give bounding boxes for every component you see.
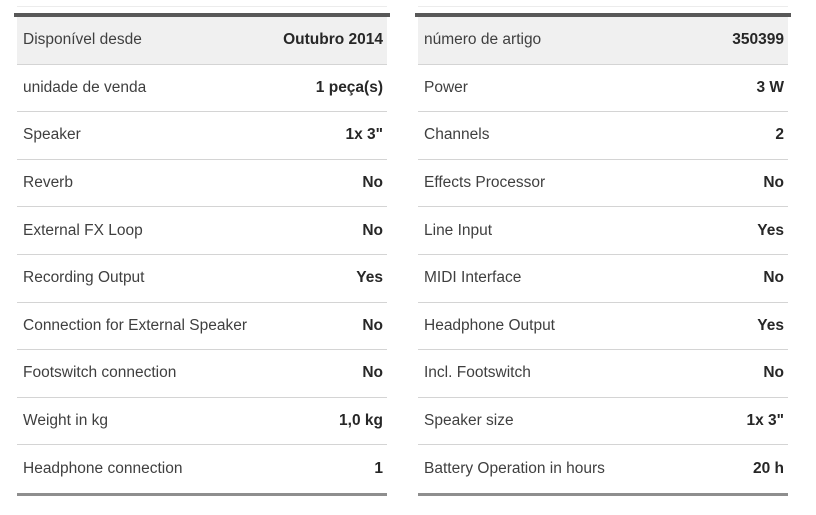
spec-label: Incl. Footswitch [424,364,531,382]
spec-value: 350399 [732,31,784,49]
spec-value: No [362,364,383,382]
spec-value: Yes [757,316,784,334]
spec-row: Channels 2 [418,112,788,160]
spec-row: Speaker 1x 3" [17,112,387,160]
spec-value: 1x 3" [746,412,784,430]
spec-label: Recording Output [23,269,145,287]
spec-label: Battery Operation in hours [424,460,605,478]
spec-value: 1 [374,460,383,478]
spec-label: Reverb [23,174,73,192]
spec-label: Channels [424,126,490,144]
spec-value: Yes [356,269,383,287]
spec-label: número de artigo [424,31,542,49]
spec-label: Headphone Output [424,316,555,334]
spec-value: No [763,174,784,192]
spec-value: 1,0 kg [339,412,383,430]
spec-value: Yes [757,221,784,239]
spec-label: External FX Loop [23,221,143,239]
spec-row: Headphone connection 1 [17,445,387,493]
table-top-edge [415,13,791,17]
spec-table-left: Disponível desde Outubro 2014 unidade de… [14,0,390,496]
spec-table: Disponível desde Outubro 2014 unidade de… [17,17,387,496]
spec-value: 1x 3" [345,126,383,144]
spec-row: Line Input Yes [418,207,788,255]
table-top-edge [14,13,390,17]
spec-label: Speaker size [424,412,514,430]
spec-row: Effects Processor No [418,159,788,208]
spec-row: Battery Operation in hours 20 h [418,445,788,493]
spec-row: Headphone Output Yes [418,302,788,351]
spec-label: Effects Processor [424,174,546,192]
spec-label: Line Input [424,221,493,239]
spec-table: número de artigo 350399 Power 3 W Channe… [418,17,788,496]
spec-value: 1 peça(s) [315,78,383,96]
spec-label: unidade de venda [23,78,147,96]
spec-row: unidade de venda 1 peça(s) [17,64,387,113]
spec-label: MIDI Interface [424,269,522,287]
spec-row: Reverb No [17,159,387,208]
spec-label: Connection for External Speaker [23,316,248,334]
spec-row: Power 3 W [418,64,788,113]
spec-value: 2 [775,126,784,144]
spec-value: 20 h [752,460,784,478]
divider-line [418,6,788,7]
spec-row: Footswitch connection No [17,350,387,398]
spec-label: Speaker [23,126,81,144]
spec-value: No [362,174,383,192]
spec-value: Outubro 2014 [283,31,383,49]
spec-row: Recording Output Yes [17,254,387,303]
spec-row: Speaker size 1x 3" [418,397,788,446]
spec-row: Weight in kg 1,0 kg [17,397,387,446]
spec-value: No [763,269,784,287]
spec-row: External FX Loop No [17,207,387,255]
spec-row: número de artigo 350399 [418,17,788,65]
spec-label: Footswitch connection [23,364,177,382]
spec-row: Disponível desde Outubro 2014 [17,17,387,65]
spec-label: Headphone connection [23,460,183,478]
spec-value: 3 W [756,78,784,96]
spec-row: Incl. Footswitch No [418,350,788,398]
spec-label: Power [424,78,468,96]
spec-label: Disponível desde [23,31,142,49]
spec-label: Weight in kg [23,412,109,430]
divider-line [17,6,387,7]
spec-table-right: número de artigo 350399 Power 3 W Channe… [415,0,791,496]
spec-value: No [362,316,383,334]
spec-row: MIDI Interface No [418,254,788,303]
spec-value: No [362,221,383,239]
spec-value: No [763,364,784,382]
spec-row: Connection for External Speaker No [17,302,387,351]
